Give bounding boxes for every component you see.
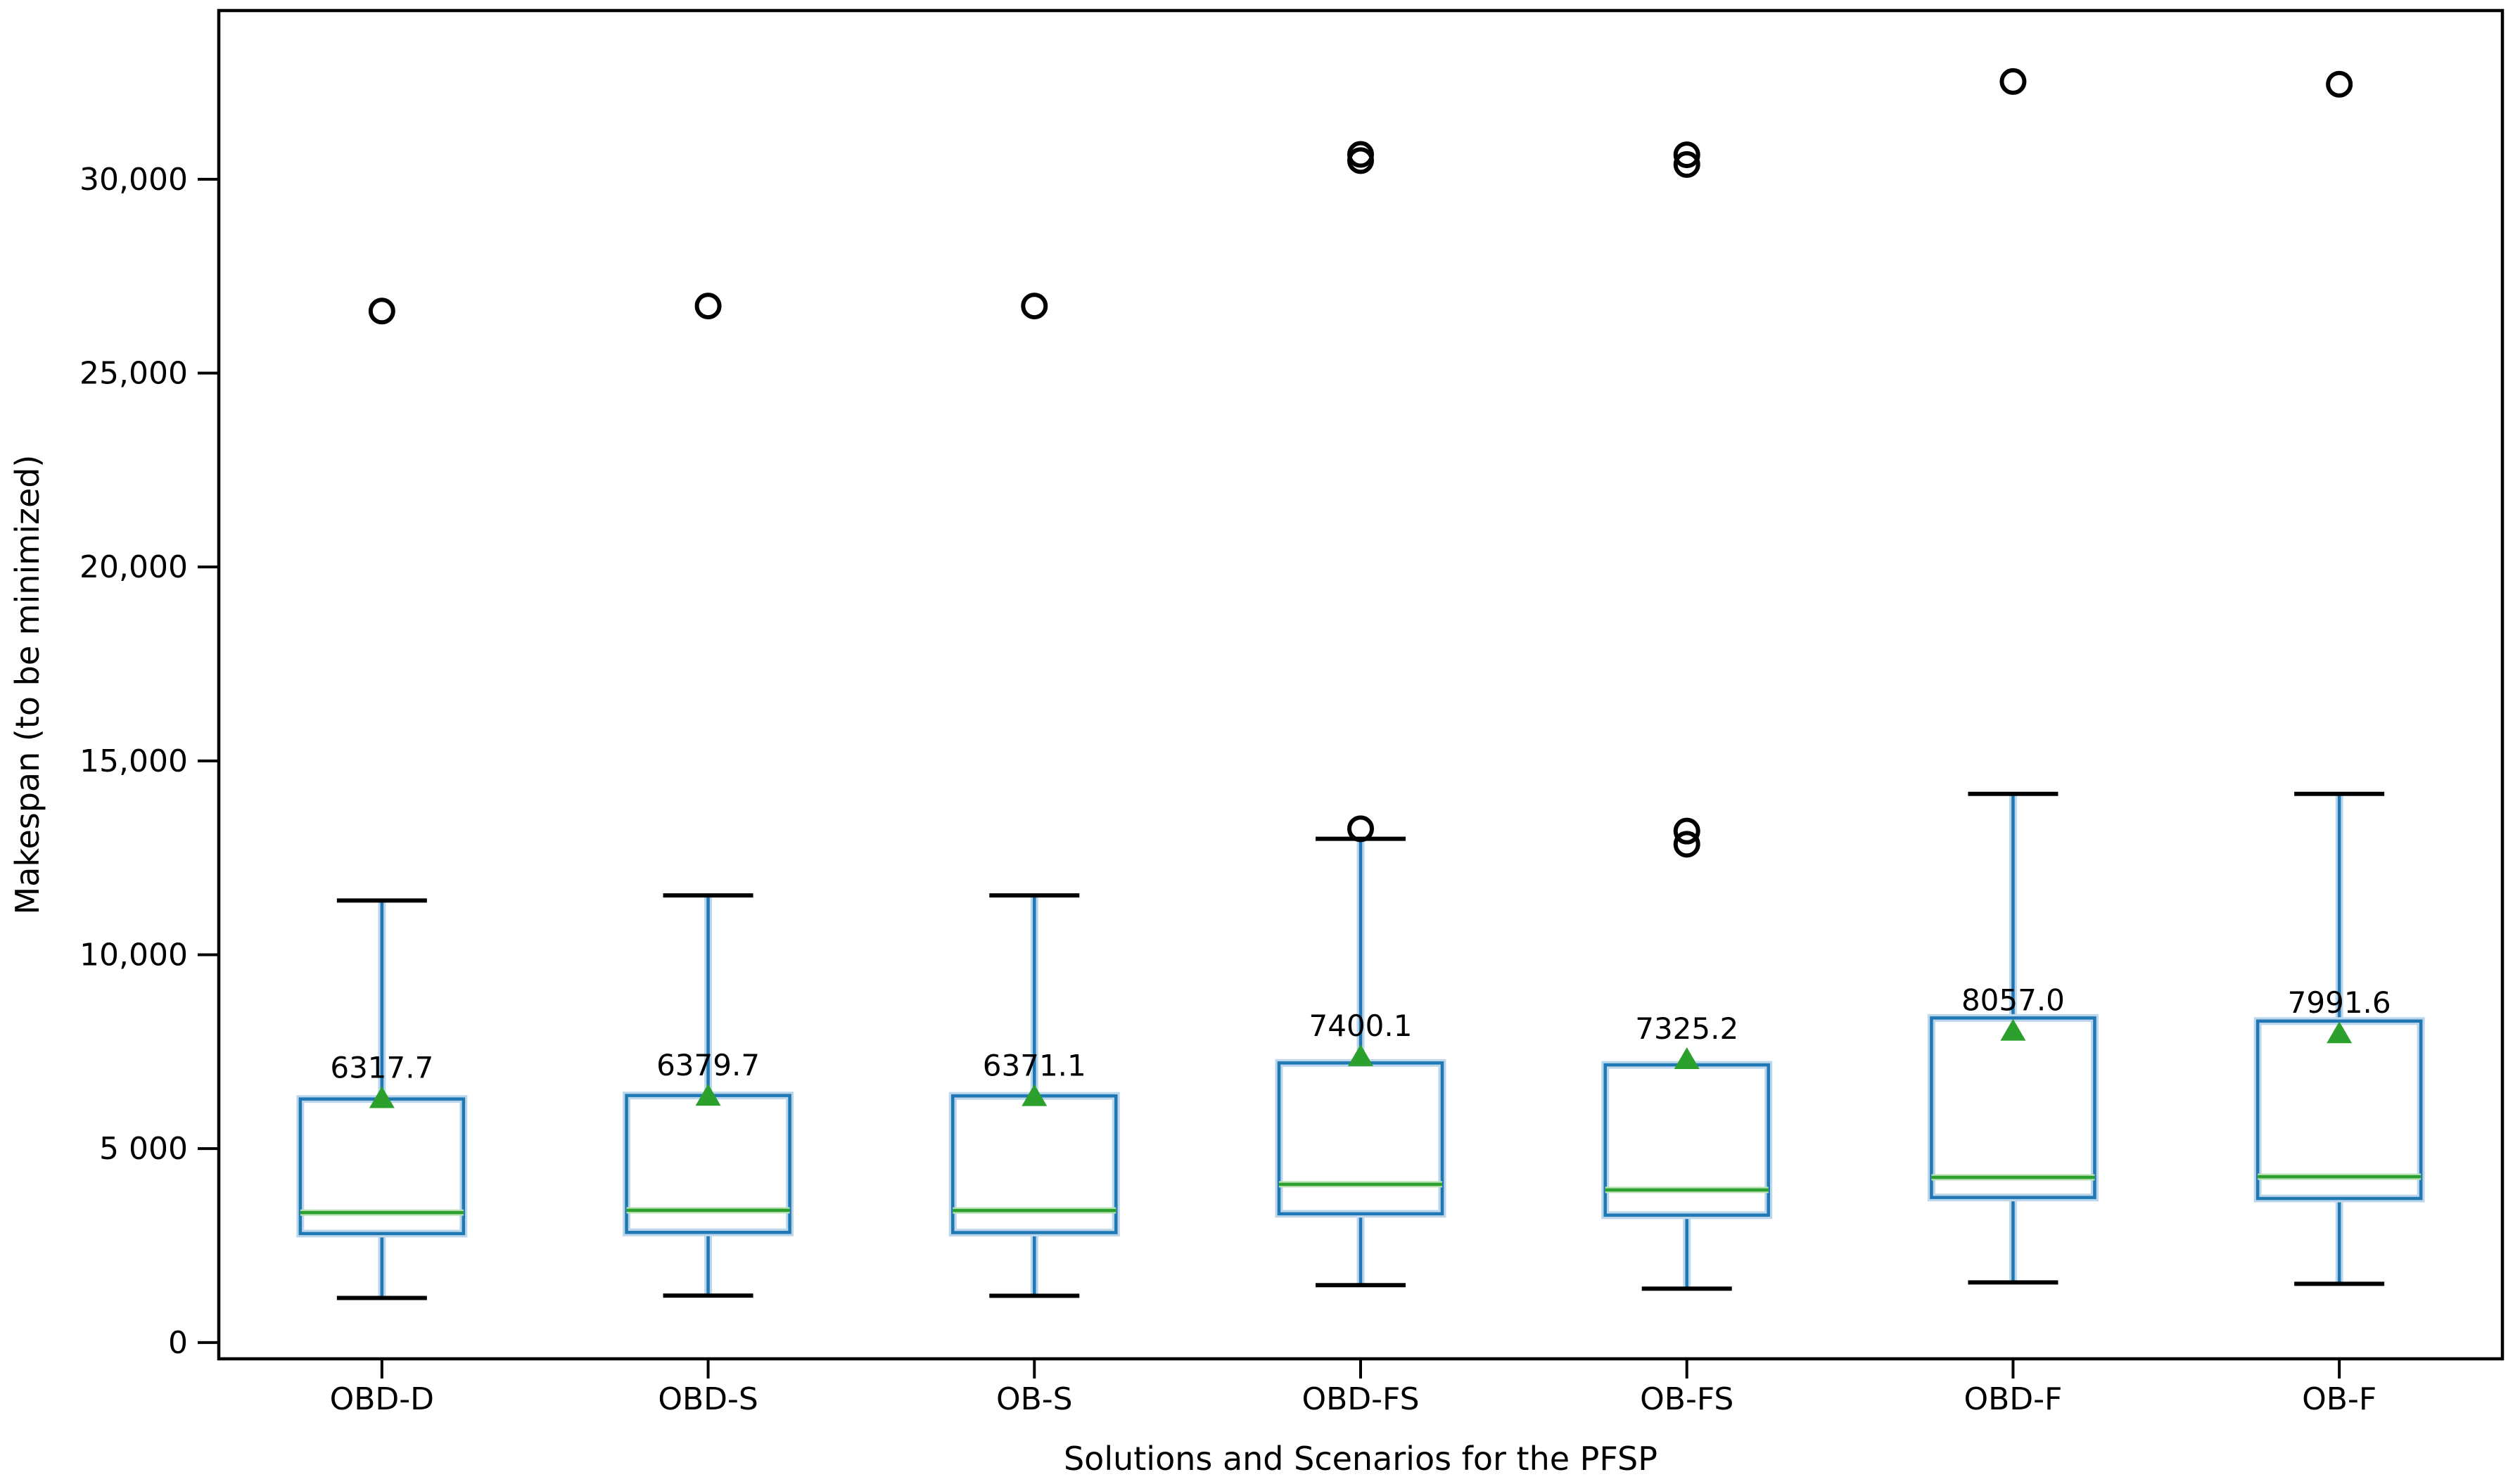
mean-marker xyxy=(1348,1044,1373,1066)
x-tick-label-ob-fs: OB-FS xyxy=(1640,1381,1733,1417)
mean-marker xyxy=(2000,1018,2026,1041)
y-axis-title: Makespan (to be minimized) xyxy=(8,455,46,915)
outlier-marker xyxy=(1347,147,1374,174)
x-axis-title: Solutions and Scenarios for the PFSP xyxy=(1064,1440,1657,1478)
mean-label-obd-s: 6379.7 xyxy=(656,1048,760,1082)
y-tick-label: 30,000 xyxy=(79,162,188,198)
mean-label-obd-fs: 7400.1 xyxy=(1309,1009,1413,1043)
y-tick-label: 25,000 xyxy=(79,356,188,392)
x-tick-label-obd-s: OBD-S xyxy=(658,1381,758,1417)
y-tick-label: 20,000 xyxy=(79,549,188,585)
outlier-marker xyxy=(2326,70,2353,98)
y-tick-label: 5 000 xyxy=(99,1131,188,1167)
outlier-marker xyxy=(368,298,395,325)
outlier-marker xyxy=(1673,141,1700,169)
outlier-marker xyxy=(1999,68,2027,95)
mean-marker xyxy=(369,1086,395,1108)
plot-frame xyxy=(217,8,2505,1361)
x-tick-label-ob-s: OB-S xyxy=(996,1381,1073,1417)
y-tick-label: 10,000 xyxy=(79,938,188,973)
y-tick-label: 0 xyxy=(168,1325,188,1361)
outlier-marker xyxy=(1021,293,1048,320)
outlier-marker xyxy=(1347,815,1374,843)
box-halo xyxy=(1275,1058,1446,1218)
y-tick-label: 15,000 xyxy=(79,743,188,779)
mean-label-ob-s: 6371.1 xyxy=(983,1049,1086,1083)
x-tick-label-ob-f: OB-F xyxy=(2302,1381,2376,1417)
mean-label-obd-f: 8057.0 xyxy=(1961,983,2065,1018)
x-tick-label-obd-f: OBD-F xyxy=(1964,1381,2062,1417)
box-ob-f xyxy=(2255,1019,2423,1201)
mean-label-ob-fs: 7325.2 xyxy=(1635,1011,1738,1046)
mean-marker xyxy=(695,1084,721,1106)
mean-label-ob-f: 7991.6 xyxy=(2288,985,2391,1020)
outlier-marker xyxy=(1673,831,1700,858)
x-tick-label-obd-d: OBD-D xyxy=(330,1381,434,1417)
outlier-marker xyxy=(1673,817,1700,845)
mean-marker xyxy=(1674,1047,1700,1069)
outlier-marker xyxy=(694,293,722,320)
mean-marker xyxy=(2327,1021,2353,1044)
box-obd-fs xyxy=(1277,1061,1444,1216)
outlier-marker xyxy=(1673,151,1700,178)
box-halo xyxy=(2253,1017,2425,1203)
box-obd-f xyxy=(1930,1016,2096,1199)
mean-marker xyxy=(1022,1084,1048,1106)
mean-label-obd-d: 6317.7 xyxy=(330,1051,433,1085)
box-halo xyxy=(1927,1013,2099,1202)
x-tick-label-obd-fs: OBD-FS xyxy=(1302,1381,1419,1417)
